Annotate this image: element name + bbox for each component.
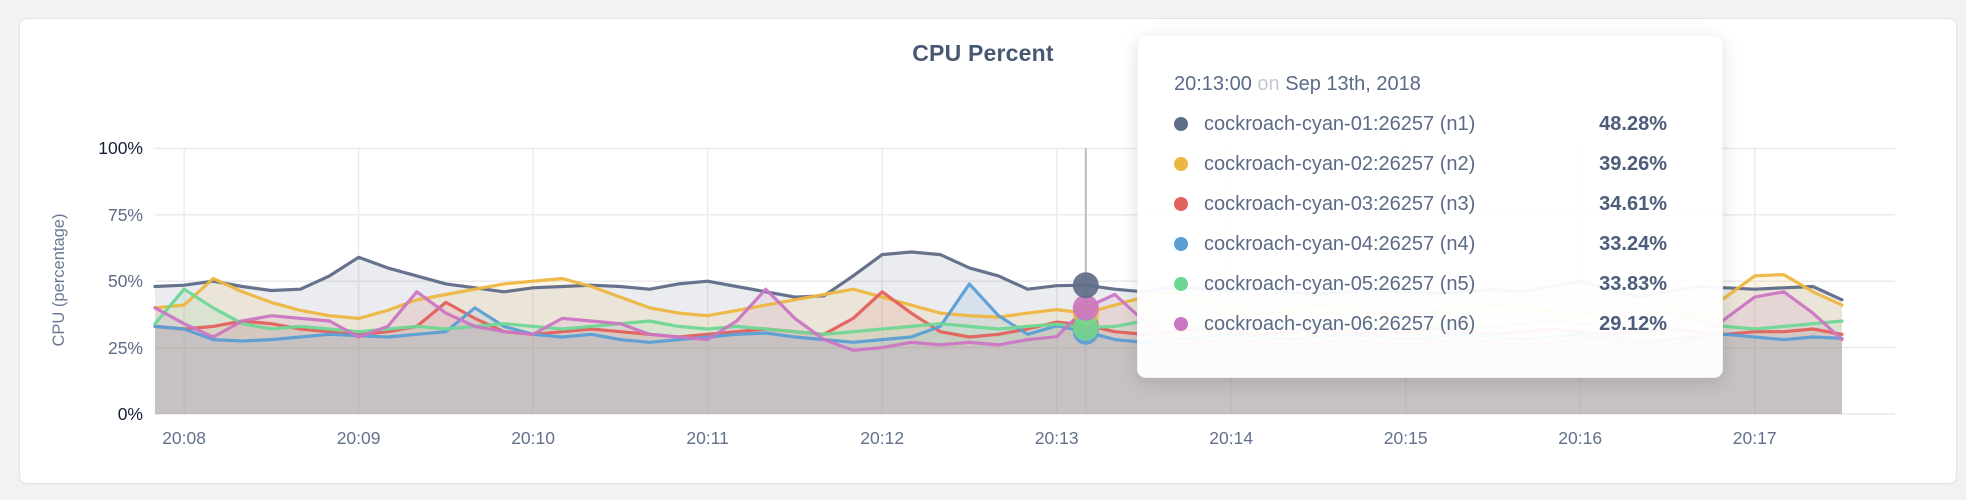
y-axis-tick-label: 75%: [107, 204, 143, 225]
x-axis-tick-label: 20:16: [1558, 428, 1603, 448]
series-value: 48.28%: [1599, 112, 1667, 135]
series-area-n4: [155, 283, 1842, 414]
tooltip-series-row: cockroach-cyan-04:26257 (n4) 33.24%: [1174, 224, 1667, 264]
series-color-dot-icon: [1174, 117, 1188, 131]
tooltip-time: 20:13:00: [1174, 73, 1252, 95]
series-area-n3: [155, 291, 1842, 414]
tooltip-on: on: [1257, 73, 1280, 95]
x-axis-tick-label: 20:13: [1034, 428, 1079, 448]
y-axis-tick-label: 100%: [98, 138, 143, 159]
x-axis-tick-label: 20:09: [336, 428, 381, 448]
series-label: cockroach-cyan-01:26257 (n1): [1204, 112, 1476, 135]
x-axis-tick-label: 20:17: [1732, 428, 1777, 448]
hover-dot-n6: [1072, 294, 1099, 321]
series-value: 33.24%: [1599, 232, 1667, 255]
series-color-dot-icon: [1174, 157, 1188, 171]
x-axis-tick-label: 20:15: [1383, 428, 1428, 448]
series-label: cockroach-cyan-03:26257 (n3): [1204, 192, 1476, 215]
series-value: 39.26%: [1599, 152, 1667, 175]
tooltip-header: 20:13:00 on Sep 13th, 2018: [1174, 64, 1667, 104]
series-color-dot-icon: [1174, 237, 1188, 251]
series-value: 33.83%: [1599, 272, 1667, 295]
tooltip-series-row: cockroach-cyan-02:26257 (n2) 39.26%: [1174, 144, 1667, 184]
series-label: cockroach-cyan-06:26257 (n6): [1204, 312, 1476, 335]
hover-tooltip: 20:13:00 on Sep 13th, 2018 cockroach-cya…: [1137, 35, 1723, 378]
series-area-n5: [155, 289, 1842, 414]
y-axis-tick-label: 0%: [117, 404, 143, 424]
hover-dot-n1: [1072, 272, 1099, 299]
y-axis-tick-label: 50%: [107, 271, 143, 292]
series-color-dot-icon: [1174, 277, 1188, 291]
series-value: 29.12%: [1599, 312, 1667, 335]
chart-title: CPU Percent: [912, 40, 1054, 66]
series-label: cockroach-cyan-02:26257 (n2): [1204, 152, 1476, 175]
tooltip-series-row: cockroach-cyan-06:26257 (n6) 29.12%: [1174, 304, 1667, 344]
x-axis-tick-label: 20:10: [511, 428, 555, 448]
x-axis-tick-label: 20:11: [686, 428, 729, 448]
series-value: 34.61%: [1599, 192, 1667, 215]
tooltip-series-row: cockroach-cyan-03:26257 (n3) 34.61%: [1174, 184, 1667, 224]
series-color-dot-icon: [1174, 197, 1188, 211]
tooltip-series-list: cockroach-cyan-01:26257 (n1) 48.28% cockro…: [1174, 104, 1667, 344]
series-label: cockroach-cyan-05:26257 (n5): [1204, 272, 1476, 295]
tooltip-series-row: cockroach-cyan-05:26257 (n5) 33.83%: [1174, 264, 1667, 304]
x-axis-tick-label: 20:14: [1209, 428, 1254, 448]
y-axis-tick-label: 25%: [107, 337, 143, 358]
x-axis-tick-label: 20:12: [860, 428, 905, 448]
x-axis-tick-label: 20:08: [162, 428, 206, 448]
tooltip-series-row: cockroach-cyan-01:26257 (n1) 48.28%: [1174, 104, 1667, 144]
hover-dot-n5: [1072, 314, 1099, 341]
series-color-dot-icon: [1174, 317, 1188, 331]
tooltip-date: Sep 13th, 2018: [1285, 73, 1421, 95]
series-label: cockroach-cyan-04:26257 (n4): [1204, 232, 1476, 255]
